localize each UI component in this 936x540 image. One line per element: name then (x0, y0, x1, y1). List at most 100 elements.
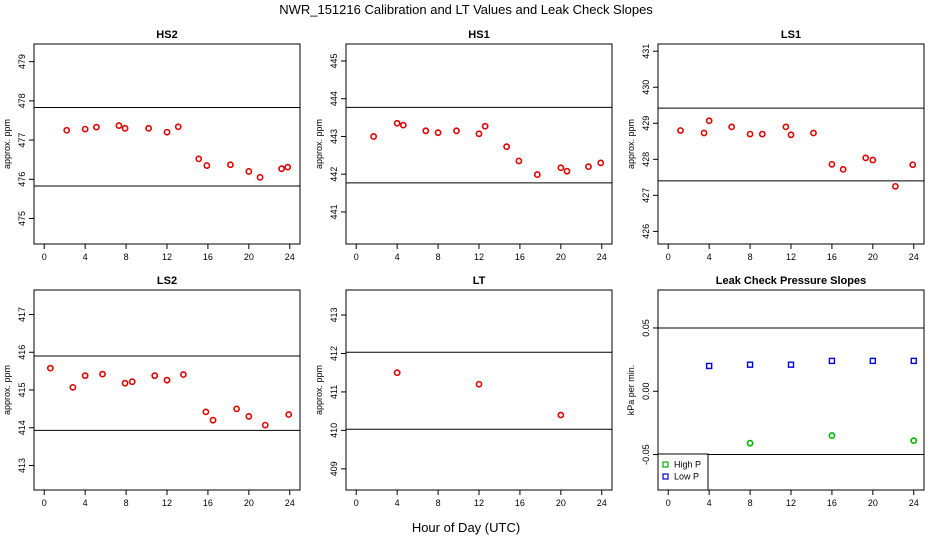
x-tick-label: 8 (748, 252, 753, 262)
data-point (787, 131, 795, 139)
y-axis-label: approx. ppm (2, 365, 12, 415)
x-axis-label: Hour of Day (UTC) (412, 520, 520, 535)
y-tick-label: 414 (17, 420, 27, 435)
panel-title: LS1 (781, 29, 801, 41)
x-tick-label: 16 (515, 252, 525, 262)
x-tick-label: 12 (162, 252, 172, 262)
chart-panel-6: Leak Check Pressure Slopes 0 4 8 12 16 20 24 -0.… (626, 275, 925, 508)
y-tick-label: 417 (17, 307, 27, 322)
data-point (869, 156, 877, 164)
data-point (422, 127, 430, 135)
x-tick-label: 0 (42, 252, 47, 262)
data-point (862, 154, 870, 162)
data-point (245, 413, 253, 420)
data-point (163, 128, 171, 136)
x-tick-label: 16 (827, 498, 837, 508)
data-point (434, 129, 442, 137)
x-tick-label: 4 (395, 498, 400, 508)
x-tick-label: 8 (124, 498, 129, 508)
data-point (245, 168, 253, 175)
y-axis-label: approx. ppm (626, 119, 636, 169)
legend-box (657, 453, 709, 491)
chart-panel-4: LS2 0 4 8 12 16 20 24 413 414 415 416 417 approx. ppm (2, 275, 301, 508)
x-tick-label: 12 (162, 498, 172, 508)
data-point (99, 370, 106, 378)
x-tick-label: 8 (436, 252, 441, 262)
data-point (700, 129, 708, 137)
y-tick-label: 427 (641, 188, 651, 203)
x-tick-label: 12 (786, 252, 796, 262)
x-tick-label: 0 (354, 252, 359, 262)
y-tick-label: 411 (329, 385, 339, 399)
legend-swatch (662, 461, 669, 468)
y-tick-label: 416 (17, 345, 27, 360)
panel-title: LT (473, 275, 486, 287)
data-point (891, 182, 899, 190)
data-point (202, 408, 210, 416)
data-point (787, 361, 795, 368)
y-tick-label: 441 (329, 204, 339, 219)
data-point (533, 171, 541, 178)
x-tick-label: 24 (909, 498, 919, 508)
y-tick-label: -0.05 (641, 444, 651, 465)
data-point (63, 126, 71, 134)
data-point (746, 361, 754, 368)
y-tick-label: 428 (641, 152, 651, 167)
y-tick-label: 430 (641, 80, 651, 95)
data-point (705, 362, 713, 370)
x-tick-label: 20 (868, 252, 878, 262)
y-tick-label: 475 (17, 211, 27, 226)
y-axis-label: approx. ppm (314, 365, 324, 415)
data-point (203, 162, 211, 169)
plot-frame (345, 43, 613, 245)
data-point (163, 376, 171, 384)
x-tick-label: 0 (666, 498, 671, 508)
data-point (453, 127, 460, 135)
data-point (121, 379, 129, 387)
x-tick-label: 24 (285, 498, 295, 508)
panel-title: HS1 (468, 29, 489, 41)
x-tick-label: 4 (707, 252, 712, 262)
x-tick-label: 20 (556, 252, 566, 262)
data-point (758, 130, 766, 138)
data-point (746, 130, 754, 138)
data-point (174, 123, 182, 131)
chart-panels: HS2 0 4 8 12 16 20 24 475 476 477 478 479 approx. ppm… (2, 29, 925, 508)
data-point (179, 371, 187, 378)
data-point (557, 164, 565, 172)
data-point (233, 405, 240, 413)
data-point (256, 173, 264, 181)
data-point (909, 161, 917, 169)
x-tick-label: 12 (786, 498, 796, 508)
y-tick-label: 0.00 (641, 383, 651, 401)
x-tick-label: 16 (203, 498, 213, 508)
data-point (285, 411, 293, 418)
y-tick-label: 445 (329, 53, 339, 68)
x-tick-label: 4 (395, 252, 400, 262)
data-point (810, 129, 817, 137)
x-tick-label: 20 (868, 498, 878, 508)
y-tick-label: 415 (17, 382, 27, 397)
y-tick-label: 442 (329, 167, 339, 182)
figure-title: NWR_151216 Calibration and LT Values and… (279, 2, 653, 17)
legend-swatch (662, 473, 669, 480)
data-point (46, 364, 54, 372)
y-tick-label: 426 (641, 224, 651, 239)
data-point (705, 117, 713, 125)
data-point (475, 130, 483, 138)
x-tick-label: 16 (203, 252, 213, 262)
y-tick-label: 443 (329, 129, 339, 144)
data-point (195, 155, 203, 163)
data-point (128, 378, 136, 386)
y-tick-label: 477 (17, 133, 27, 148)
y-axis-label: approx. ppm (2, 119, 12, 169)
x-tick-label: 16 (515, 498, 525, 508)
y-tick-label: 0.05 (641, 319, 651, 337)
data-point (227, 161, 234, 169)
x-tick-label: 12 (474, 498, 484, 508)
y-tick-label: 410 (329, 423, 339, 438)
data-point (284, 163, 292, 171)
data-point (515, 157, 523, 165)
y-tick-label: 413 (17, 458, 27, 473)
